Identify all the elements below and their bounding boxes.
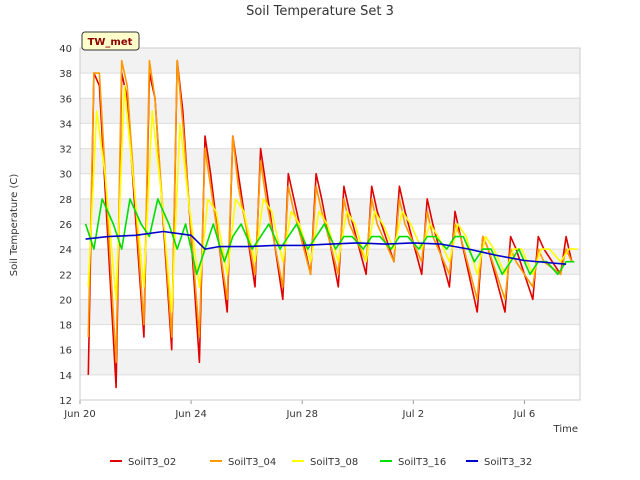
y-tick-label: 26	[59, 220, 72, 231]
grid-band	[80, 123, 580, 149]
grid-band	[80, 148, 580, 174]
plot-background	[80, 47, 580, 401]
x-axis-label: Time	[553, 424, 578, 435]
x-tick-label: Jun 24	[174, 409, 207, 420]
legend-label: SoilT3_04	[228, 457, 276, 468]
x-tick-labels: Jun 20 Jun 24 Jun 28 Jul 2 Jul 6	[63, 400, 535, 420]
x-tick-label: Jul 6	[513, 409, 536, 420]
y-tick-labels: 12 14 16 18 20 22 24 26 28 30 32 34 36 38 40	[59, 44, 72, 407]
legend-label: SoilT3_08	[310, 457, 358, 468]
site-badge: TW_met	[81, 31, 140, 51]
x-tick-label: Jun 20	[63, 409, 96, 420]
y-axis-label: Soil Temperature (C)	[9, 174, 20, 277]
legend-label: SoilT3_16	[398, 457, 446, 468]
y-tick-label: 30	[59, 170, 72, 181]
grid-band	[80, 374, 580, 400]
legend: SoilT3_02 SoilT3_04 SoilT3_08 SoilT3_16 Soil…	[110, 457, 532, 468]
y-tick-label: 12	[59, 396, 72, 407]
x-tick-label: Jun 28	[285, 409, 318, 420]
site-badge-label: TW_met	[88, 37, 133, 48]
y-tick-label: 40	[59, 44, 72, 55]
y-tick-label: 16	[59, 346, 72, 357]
y-tick-label: 28	[59, 195, 72, 206]
series-lines	[84, 59, 578, 389]
y-tick-label: 38	[59, 69, 72, 80]
y-tick-label: 18	[59, 321, 72, 332]
y-tick-label: 22	[59, 270, 72, 281]
y-tick-label: 34	[59, 119, 72, 130]
series-line-soilt3-04	[87, 59, 573, 364]
y-tick-label: 32	[59, 145, 72, 156]
grid-band	[80, 299, 580, 325]
series-line-soilt3-16	[84, 198, 575, 276]
series-line-soilt3-32	[85, 230, 567, 265]
y-tick-label: 14	[59, 371, 72, 382]
y-tick-label: 24	[59, 245, 72, 256]
grid-band	[80, 48, 580, 74]
grid-band	[80, 73, 580, 99]
legend-label: SoilT3_02	[128, 457, 176, 468]
x-tick-label: Jul 2	[402, 409, 425, 420]
grid-band	[80, 173, 580, 199]
grid-band	[80, 98, 580, 124]
y-tick-label: 20	[59, 295, 72, 306]
y-tick-label: 36	[59, 94, 72, 105]
grid-band	[80, 349, 580, 375]
chart-title: Soil Temperature Set 3	[246, 4, 394, 19]
plot-frame	[79, 47, 581, 401]
legend-label: SoilT3_32	[484, 457, 532, 468]
grid-band	[80, 324, 580, 350]
